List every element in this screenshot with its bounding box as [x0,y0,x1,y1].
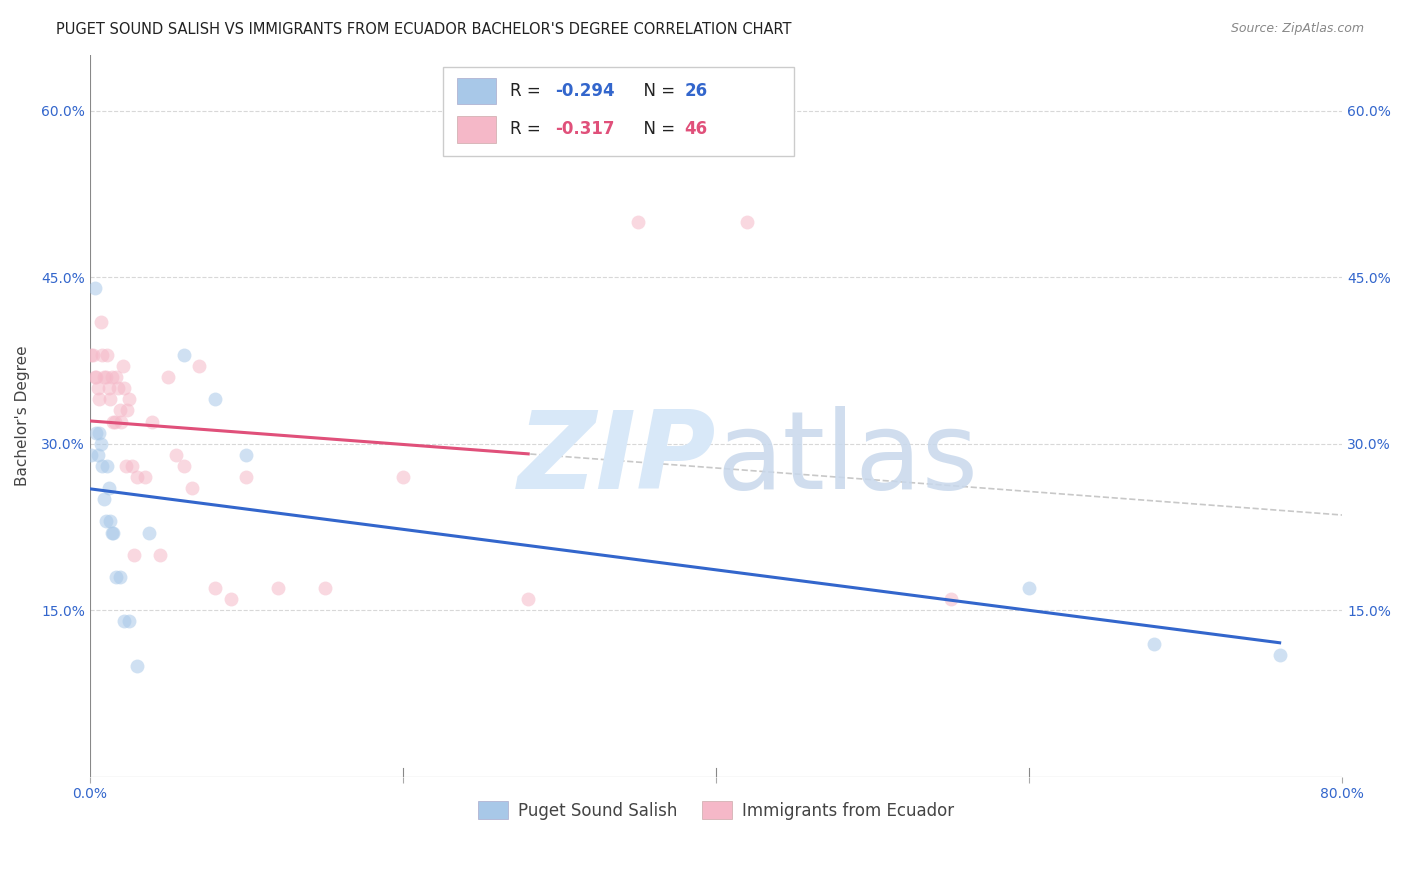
Point [90,436,112,450]
Point [108,570,131,584]
Point [165,448,187,462]
Point [627,215,650,229]
Point [104,415,127,429]
Point [314,581,336,595]
Point [80,348,103,362]
Point [180,481,202,495]
Point [117,403,139,417]
Point [235,470,257,484]
Point [157,370,180,384]
Text: -0.294: -0.294 [555,82,614,100]
Point [204,392,226,407]
Point [103,525,125,540]
Point [84,370,107,384]
Point [1268,648,1291,662]
Point [93,492,115,507]
Point [97,481,120,495]
Text: -0.317: -0.317 [555,120,614,138]
Point [83,281,105,295]
Point [219,592,242,607]
Point [83,370,105,384]
Point [122,548,145,562]
Point [267,581,290,595]
Point [1018,581,1040,595]
Point [105,370,128,384]
Point [91,348,114,362]
Text: N =: N = [633,120,681,138]
Point [118,615,141,629]
Text: 26: 26 [685,82,707,100]
Point [82,348,104,362]
Point [89,425,111,440]
Point [125,658,148,673]
Point [108,403,131,417]
Point [149,548,172,562]
Point [118,392,141,407]
Point [80,448,103,462]
Point [111,359,134,373]
Point [138,525,160,540]
Point [235,448,257,462]
Point [204,581,226,595]
Point [100,525,122,540]
Point [105,570,128,584]
Point [173,348,195,362]
Point [115,458,138,473]
Text: atlas: atlas [716,407,979,512]
Point [107,381,129,395]
Point [173,458,195,473]
Point [90,315,112,329]
Text: Source: ZipAtlas.com: Source: ZipAtlas.com [1230,22,1364,36]
Point [110,415,132,429]
Point [89,392,111,407]
Point [112,381,135,395]
Point [188,359,211,373]
Point [125,470,148,484]
Point [97,381,120,395]
Point [86,448,108,462]
Legend: Puget Sound Salish, Immigrants from Ecuador: Puget Sound Salish, Immigrants from Ecua… [471,795,960,826]
Point [134,470,156,484]
Point [1143,637,1166,651]
Point [121,458,143,473]
Text: 46: 46 [685,120,707,138]
Y-axis label: Bachelor's Degree: Bachelor's Degree [15,346,30,486]
Text: PUGET SOUND SALISH VS IMMIGRANTS FROM ECUADOR BACHELOR'S DEGREE CORRELATION CHAR: PUGET SOUND SALISH VS IMMIGRANTS FROM EC… [56,22,792,37]
Point [93,370,115,384]
Text: N =: N = [633,82,681,100]
Point [939,592,962,607]
Point [98,515,121,529]
Point [98,392,121,407]
Point [94,370,117,384]
Point [517,592,540,607]
Text: R =: R = [510,120,547,138]
Text: ZIP: ZIP [517,407,716,512]
Point [100,370,122,384]
Point [96,348,118,362]
Point [86,381,108,395]
Point [112,615,135,629]
Point [103,415,125,429]
Point [96,458,118,473]
Text: R =: R = [510,82,547,100]
Point [94,515,117,529]
Point [91,458,114,473]
Point [737,215,759,229]
Point [84,425,107,440]
Point [141,415,163,429]
Point [392,470,415,484]
